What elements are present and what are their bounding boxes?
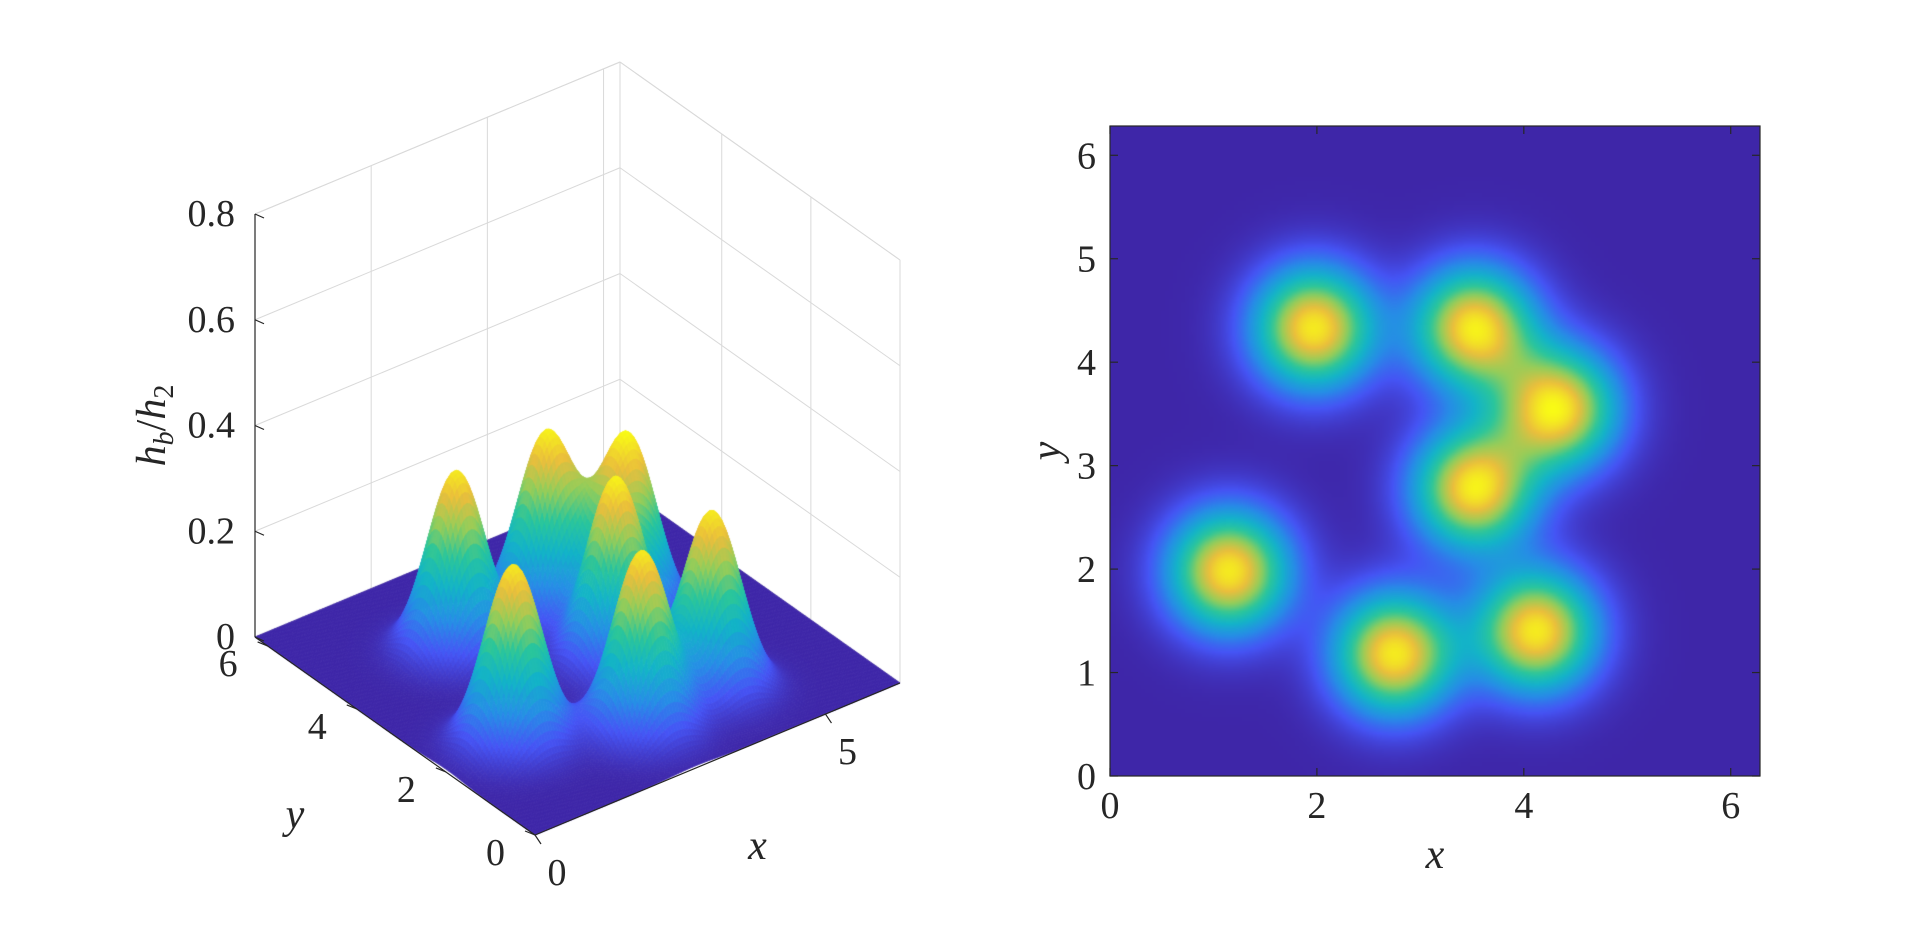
x-tick-label: 0 — [1101, 785, 1120, 827]
x-tick-mark — [534, 834, 542, 845]
y-tick-label: 4 — [1077, 342, 1096, 384]
y-axis-label: y — [282, 792, 305, 838]
x-tick-mark — [824, 713, 832, 724]
z-label-slash: / — [129, 419, 175, 431]
y-tick-label: 1 — [1077, 653, 1096, 695]
y-tick-label: 0 — [1077, 756, 1096, 798]
y-tick-label: 4 — [308, 706, 327, 748]
z-tick-mark — [254, 213, 265, 219]
z-tick-label: 0.6 — [188, 299, 236, 341]
y-tick-label: 2 — [1077, 549, 1096, 591]
x-tick-label: 5 — [838, 731, 857, 773]
y-tick-mark — [524, 830, 536, 836]
z-tick-label: 0 — [216, 616, 235, 658]
heatmap-plot: 0 2 4 6 0 1 2 3 4 5 6 x y — [1024, 125, 1761, 878]
x-tick-label: 2 — [1307, 785, 1326, 827]
y-tick-label: 5 — [1077, 239, 1096, 281]
y-tick-mark — [257, 641, 268, 647]
x-axis-label: x — [1425, 832, 1445, 878]
z-label-sub-b: b — [149, 431, 180, 445]
x-tick-label: 6 — [1721, 785, 1740, 827]
z-tick-mark — [254, 636, 265, 642]
y-tick-label: 6 — [219, 643, 238, 685]
z-tick-mark — [254, 424, 265, 431]
x-axis-label: x — [747, 823, 767, 869]
x-tick-label: 0 — [548, 852, 567, 894]
z-label-h: h — [129, 445, 175, 466]
y-tick-label: 0 — [486, 832, 505, 874]
x-tick-label: 4 — [1514, 785, 1533, 827]
heatmap-image — [1110, 126, 1760, 776]
y-tick-mark — [346, 704, 357, 710]
heatmap-frame — [1109, 125, 1761, 777]
z-axis-label: hb/h2 — [129, 385, 180, 467]
z-tick-mark — [254, 319, 265, 325]
y-axis-label: y — [1024, 441, 1070, 464]
z-tick-mark — [254, 530, 265, 536]
z-tick-label: 0.4 — [188, 405, 236, 447]
z-label-h2: h — [129, 399, 175, 420]
z-tick-label: 0.8 — [188, 193, 236, 235]
z-label-sub-2: 2 — [149, 385, 180, 399]
y-tick-label: 3 — [1077, 446, 1096, 488]
y-tick-mark — [435, 767, 447, 773]
y-axis-line — [254, 636, 536, 836]
z-tick-label: 0.2 — [188, 510, 236, 552]
x-axis-line — [534, 682, 901, 836]
y-tick-label: 2 — [397, 769, 416, 811]
y-tick-label: 6 — [1077, 135, 1096, 177]
